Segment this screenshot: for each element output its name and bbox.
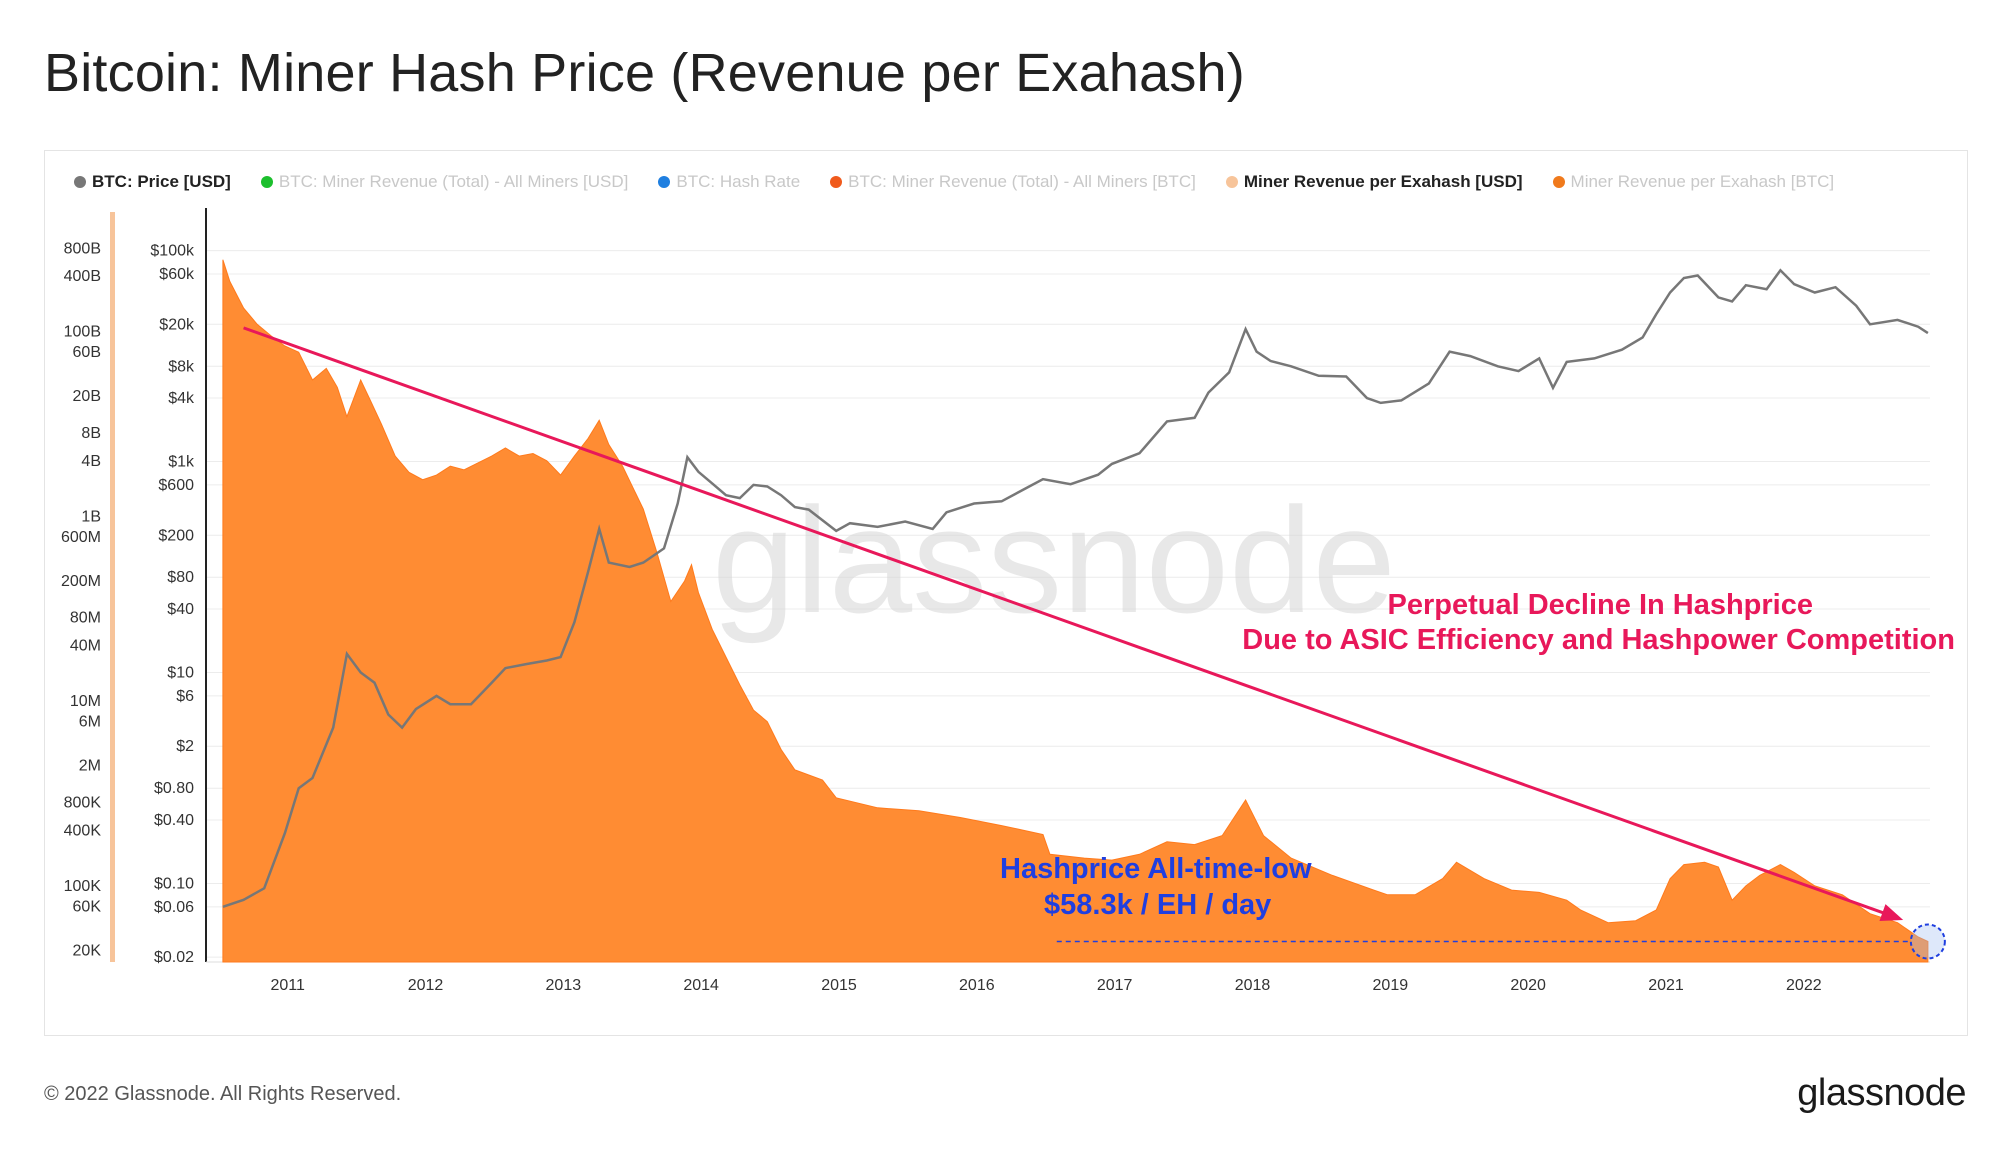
legend-item-hash-rate[interactable]: BTC: Hash Rate (658, 172, 800, 192)
copyright: © 2022 Glassnode. All Rights Reserved. (44, 1083, 402, 1105)
legend-label: BTC: Miner Revenue (Total) - All Miners … (848, 172, 1196, 191)
x-tick-label: 2016 (959, 977, 995, 994)
legend-label: Miner Revenue per Exahash [BTC] (1570, 172, 1835, 191)
y-left-tick-label: 100B (64, 324, 101, 341)
y-right-tick-label: $0.10 (154, 875, 194, 892)
legend-item-revenue-per-eh-usd[interactable]: Miner Revenue per Exahash [USD] (1225, 172, 1523, 192)
legend-item-revenue-per-eh-btc[interactable]: Miner Revenue per Exahash [BTC] (1552, 172, 1835, 192)
y-left-tick-label: 20B (73, 388, 101, 405)
y-left-tick-label: 20K (73, 942, 102, 959)
legend-dot (260, 176, 273, 188)
left-axis-color-bar (110, 212, 115, 962)
x-tick-label: 2012 (408, 977, 444, 994)
legend-dot (1225, 176, 1238, 188)
y-right-tick-label: $1k (168, 454, 195, 471)
y-right-tick-label: $200 (158, 527, 194, 544)
y-right-tick-label: $0.80 (154, 780, 194, 797)
y-left-tick-label: 600M (61, 529, 101, 546)
legend-dot (74, 176, 86, 188)
x-tick-label: 2018 (1235, 977, 1271, 994)
y-left-ticks: 800B 400B 100B 60B 20B 8B 4B 1B 600M 200M 80M 40M 10… (61, 240, 101, 959)
y-left-tick-label: 6M (79, 714, 101, 731)
legend-label: BTC: Miner Revenue (Total) - All Miners … (278, 172, 629, 191)
legend-dot (1552, 176, 1565, 188)
legend-label: BTC: Hash Rate (676, 172, 801, 191)
y-right-tick-label: $0.02 (154, 949, 194, 966)
y-left-tick-label: 1B (81, 508, 101, 525)
series-line-btc-price (222, 268, 1929, 908)
x-tick-label: 2022 (1786, 977, 1822, 994)
series-area-revenue-per-eh-usd (222, 259, 1929, 963)
x-ticks: 2011 2012 2013 2014 2015 2016 2017 2018 2019 2020… (270, 977, 1821, 994)
annotation-decline-line2: Due to ASIC Efficiency and Hashpower Com… (1242, 624, 1955, 656)
y-left-tick-label: 8B (81, 425, 101, 442)
y-left-tick-label: 10M (70, 693, 101, 710)
y-left-tick-label: 60K (73, 898, 102, 915)
y-right-tick-label: $2 (176, 738, 194, 755)
watermark: glassnode (712, 476, 1396, 644)
legend-label: BTC: Price [USD] (92, 172, 231, 191)
legend-item-miner-revenue-btc[interactable]: BTC: Miner Revenue (Total) - All Miners … (830, 172, 1196, 192)
x-tick-label: 2011 (270, 977, 305, 994)
y-left-tick-label: 100K (64, 878, 102, 895)
y-right-tick-label: $100k (150, 243, 195, 260)
legend-dot (658, 176, 671, 188)
y-left-tick-label: 2M (79, 758, 101, 775)
brand-logo[interactable]: glassnode (1797, 1072, 1966, 1114)
y-right-tick-label: $0.06 (154, 899, 194, 916)
trendline-decline (243, 326, 1899, 920)
y-left-tick-label: 4B (81, 453, 101, 470)
y-right-tick-label: $60k (159, 266, 195, 283)
y-right-tick-label: $6 (176, 688, 194, 705)
y-right-tick-label: $10 (167, 664, 194, 681)
annotation-decline-line1: Perpetual Decline In Hashprice (1388, 589, 1813, 621)
y-right-tick-label: $4k (168, 390, 195, 407)
y-right-ticks: $100k $60k $20k $8k $4k $1k $600 $200 $80 $40 $10 $… (150, 243, 195, 967)
x-tick-label: 2017 (1097, 977, 1133, 994)
annotation-atl-line1: Hashprice All-time-low (1000, 853, 1312, 885)
x-tick-label: 2019 (1373, 977, 1409, 994)
x-tick-label: 2014 (683, 977, 719, 994)
y-left-tick-label: 40M (70, 638, 101, 655)
legend-label: Miner Revenue per Exahash [USD] (1243, 172, 1523, 191)
y-right-tick-label: $0.40 (154, 812, 194, 829)
x-tick-label: 2013 (546, 977, 582, 994)
x-tick-label: 2021 (1648, 977, 1684, 994)
x-tick-label: 2015 (821, 977, 857, 994)
y-right-tick-label: $20k (159, 316, 195, 333)
y-left-tick-label: 200M (61, 573, 101, 590)
legend-item-btc-price[interactable]: BTC: Price [USD] (74, 172, 231, 192)
y-left-tick-label: 800K (64, 794, 102, 811)
trendline-arrowhead (1879, 904, 1904, 922)
y-right-tick-label: $40 (167, 601, 194, 618)
y-left-tick-label: 60B (73, 344, 101, 361)
y-left-tick-label: 80M (70, 610, 101, 627)
y-left-tick-label: 400K (64, 822, 102, 839)
y-left-tick-label: 400B (64, 268, 101, 285)
x-tick-label: 2020 (1510, 977, 1546, 994)
y-right-tick-label: $80 (167, 569, 194, 586)
legend-dot (830, 176, 843, 188)
legend: BTC: Price [USD] BTC: Miner Revenue (Tot… (74, 172, 1834, 192)
annotation-atl-line2: $58.3k / EH / day (1044, 889, 1271, 921)
legend-item-miner-revenue-usd[interactable]: BTC: Miner Revenue (Total) - All Miners … (260, 172, 629, 192)
y-right-tick-label: $600 (158, 477, 194, 494)
y-left-tick-label: 800B (64, 240, 101, 257)
page-title: Bitcoin: Miner Hash Price (Revenue per E… (44, 43, 1245, 103)
y-right-tick-label: $8k (168, 358, 195, 375)
atl-marker-circle (1909, 923, 1946, 960)
